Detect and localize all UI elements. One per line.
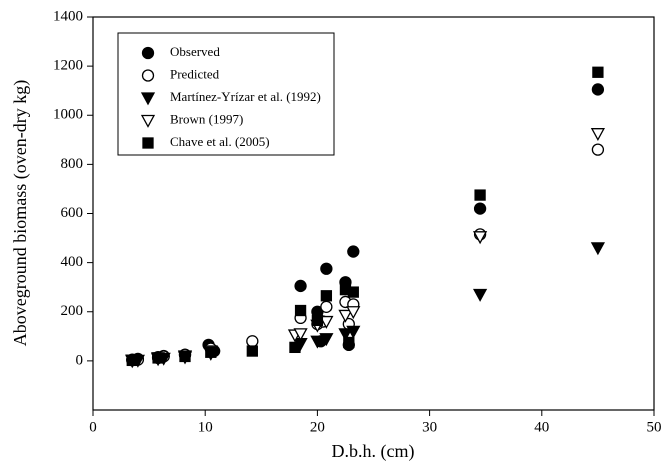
legend-marker [141,69,155,82]
x-tick-label: 50 [647,419,662,435]
point [592,66,604,78]
point [347,286,359,298]
legend-label: Observed [170,44,220,59]
point [591,83,605,96]
point [346,306,361,320]
point [590,128,605,142]
point [346,325,361,339]
legend-label: Predicted [170,66,220,81]
point [320,262,333,275]
legend-label: Martínez-Yrízar et al. (1992) [170,89,321,104]
point [319,333,334,347]
x-tick-label: 0 [89,419,97,435]
point [311,314,324,326]
y-tick-label: 800 [61,156,84,172]
point [179,350,191,363]
point [246,335,259,348]
y-axis-label: Aboveground biomass (oven-dry kg) [10,80,31,346]
y-tick-label: 600 [61,205,84,221]
point [310,335,325,349]
point [289,341,301,354]
point [320,290,333,302]
point [205,346,217,358]
x-axis-label: D.b.h. (cm) [332,441,415,462]
point [474,189,486,201]
x-tick-label: 10 [198,419,213,435]
legend-marker [141,46,155,60]
y-tick-label: 0 [76,352,84,368]
y-tick-label: 1200 [53,58,83,74]
point [319,315,334,329]
point [343,336,355,349]
point [293,328,308,342]
point [338,328,353,342]
point [126,354,138,367]
y-tick-label: 1400 [53,8,83,24]
point [472,288,488,302]
x-tick-label: 30 [422,419,437,435]
point [246,345,258,357]
point [152,352,164,364]
legend-marker [140,114,156,128]
y-tick-label: 200 [61,303,84,319]
point [473,202,487,215]
legend-label: Brown (1997) [170,111,243,126]
legend-marker [142,137,154,149]
x-tick-label: 20 [310,419,325,435]
point [294,304,307,317]
point [347,245,360,258]
point [590,242,605,256]
point [338,309,353,323]
legend-marker [140,92,156,106]
point [472,231,488,245]
y-tick-label: 1000 [53,107,83,123]
y-tick-label: 400 [61,254,84,270]
point [320,300,333,313]
legend-label: Chave et al. (2005) [170,134,270,149]
x-tick-label: 40 [534,419,549,435]
point [591,143,605,156]
point [294,279,307,293]
